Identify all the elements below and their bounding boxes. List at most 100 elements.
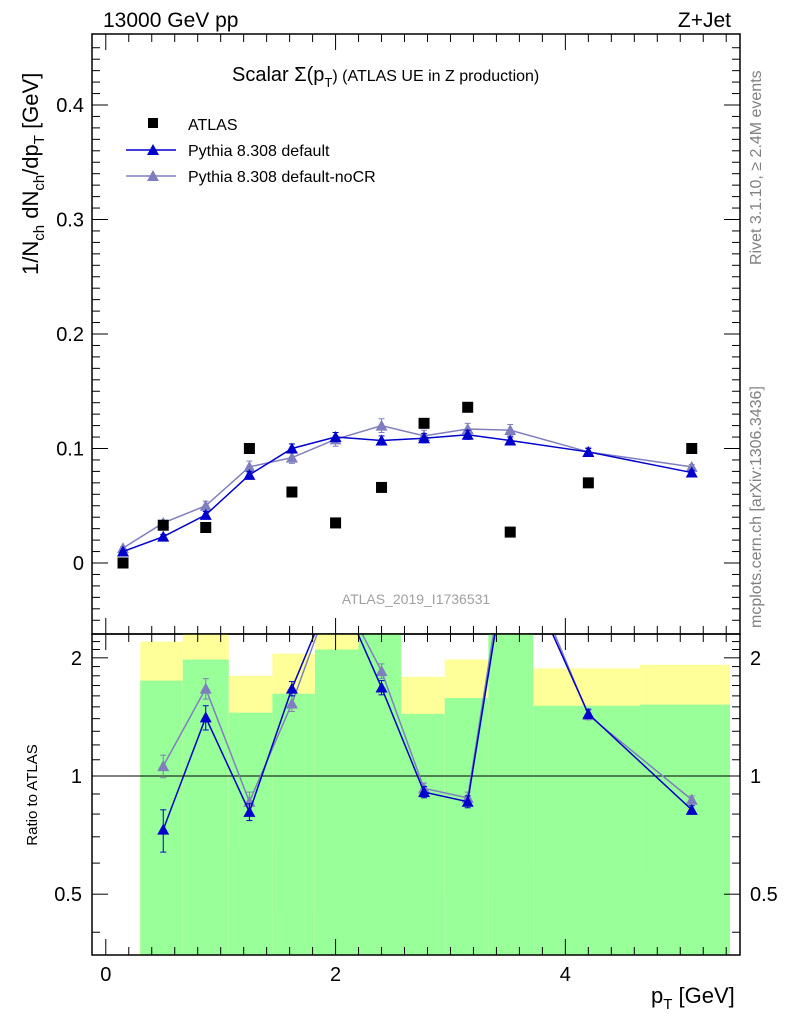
y-tick-label: 0.2 <box>56 324 84 346</box>
point-default <box>243 468 256 480</box>
data-point-atlas <box>376 481 388 493</box>
data-point-atlas <box>330 517 342 529</box>
point-default <box>418 432 431 444</box>
point-default <box>504 434 517 446</box>
uncertainty-band-inner <box>140 680 183 955</box>
series-line-default <box>122 434 692 553</box>
data-point-atlas <box>504 526 516 538</box>
ylabel-part: dN <box>18 191 43 225</box>
ratio-point-default <box>418 786 431 798</box>
ratio-point-nocr <box>199 682 212 694</box>
title-sub: T <box>324 75 332 90</box>
point-default <box>285 442 298 454</box>
xlabel-part: p <box>651 983 663 1008</box>
point-default <box>461 428 474 440</box>
ratio-y-tick-label-right: 2 <box>750 648 761 670</box>
point-default <box>685 466 698 478</box>
point-nocr <box>504 424 517 436</box>
ylabel-part: [GeV] <box>18 73 43 135</box>
legend-marker-atlas <box>148 118 158 128</box>
ratio-point-default <box>157 823 170 835</box>
y-tick-label: 0.3 <box>56 209 84 231</box>
data-point-atlas <box>582 477 594 489</box>
legend: ATLAS Pythia 8.308 default Pythia 8.308 … <box>126 117 376 186</box>
legend-label-atlas: ATLAS <box>188 117 238 134</box>
data-point-atlas <box>462 401 474 413</box>
uncertainty-band-inner <box>533 705 641 955</box>
ylabel-sub-ch: ch <box>31 225 48 241</box>
legend-label-default: Pythia 8.308 default <box>188 143 330 160</box>
y-tick-label: 0.1 <box>56 439 84 461</box>
ratio-frame <box>91 633 741 956</box>
point-nocr <box>375 419 388 431</box>
data-point-atlas <box>686 443 698 455</box>
main-panel: 0 0.1 0.2 0.3 0.4 Scalar Σ(pT) (ATLAS UE in … <box>18 33 741 635</box>
ratio-point-nocr <box>285 697 298 709</box>
ratio-y-tick-label-right: 0.5 <box>750 884 778 906</box>
data-point-atlas <box>157 519 169 531</box>
series-line-nocr <box>122 424 692 549</box>
y-tick-label: 0.4 <box>56 95 84 117</box>
ratio-point-default <box>461 795 474 807</box>
ratio-axis-ticks: 0.5 0.5 1 1 2 2 0 2 4 <box>54 634 778 986</box>
ratio-xlabel: pT [GeV] <box>651 983 735 1013</box>
ratio-point-default <box>582 707 595 719</box>
uncertainty-band-inner <box>272 693 315 955</box>
mcplots-label: mcplots.cern.ch [arXiv:1306.3436] <box>748 386 765 628</box>
legend-label-nocr: Pythia 8.308 default-noCR <box>188 169 376 186</box>
ratio-y-tick-label-right: 1 <box>750 766 761 788</box>
ratio-y-tick-label: 2 <box>71 648 82 670</box>
xlabel-sub: T <box>663 996 672 1013</box>
ratio-panel: 0.5 0.5 1 1 2 2 0 2 4 Ratio to ATLAS pT [GeV] <box>24 633 778 1013</box>
ratio-point-default <box>285 682 298 694</box>
data-point-atlas <box>286 486 298 498</box>
ylabel-sub-ch: ch <box>31 175 48 191</box>
ratio-point-default <box>685 803 698 815</box>
title-rest: ) (ATLAS UE in Z production) <box>332 68 539 85</box>
main-ylabel: 1/Nch dNch/dpT [GeV] <box>18 73 48 275</box>
ratio-plot-area <box>92 634 740 955</box>
ylabel-part: 1/N <box>18 241 43 275</box>
uncertainty-band-inner <box>228 712 273 955</box>
main-title: Scalar Σ(pT) (ATLAS UE in Z production) <box>232 64 539 90</box>
point-default <box>117 545 130 557</box>
point-default <box>157 530 170 542</box>
ratio-y-tick-label: 0.5 <box>54 884 82 906</box>
ylabel-part: /dp <box>18 144 43 175</box>
main-axis-ticks: 0 0.1 0.2 0.3 0.4 <box>56 34 740 634</box>
uncertainty-band-inner <box>640 704 730 955</box>
ratio-series-group <box>157 634 698 853</box>
point-nocr <box>685 460 698 472</box>
legend-marker-default <box>147 144 159 155</box>
collision-label: 13000 GeV pp <box>103 9 238 32</box>
y-tick-label: 0 <box>73 553 84 575</box>
point-nocr <box>285 451 298 463</box>
point-default <box>329 431 342 443</box>
main-plot-area <box>117 401 698 569</box>
x-tick-label: 0 <box>100 964 111 986</box>
point-default <box>582 445 595 457</box>
data-point-atlas <box>200 522 212 534</box>
uncertainty-band-inner <box>444 698 489 955</box>
ratio-point-nocr <box>685 793 698 805</box>
rivet-label: Rivet 3.1.10, ≥ 2.4M events <box>748 70 765 265</box>
x-tick-label: 4 <box>560 964 571 986</box>
ratio-point-nocr <box>375 665 388 677</box>
analysis-label: ATLAS_2019_I1736531 <box>342 591 491 607</box>
ratio-point-default <box>243 805 256 817</box>
point-default <box>199 508 212 520</box>
data-point-atlas <box>418 417 430 429</box>
point-nocr <box>461 423 474 435</box>
uncertainty-band-inner <box>182 659 229 955</box>
uncertainty-band-inner <box>488 634 534 955</box>
process-label: Z+Jet <box>678 9 731 32</box>
ratio-ylabel: Ratio to ATLAS <box>24 744 41 845</box>
data-point-atlas <box>243 443 255 455</box>
ylabel-sub-t: T <box>31 135 48 144</box>
ratio-y-tick-label: 1 <box>71 766 82 788</box>
data-point-atlas <box>117 557 129 569</box>
ratio-point-default <box>199 711 212 723</box>
ratio-point-nocr <box>157 760 170 772</box>
ratio-point-default <box>375 681 388 693</box>
